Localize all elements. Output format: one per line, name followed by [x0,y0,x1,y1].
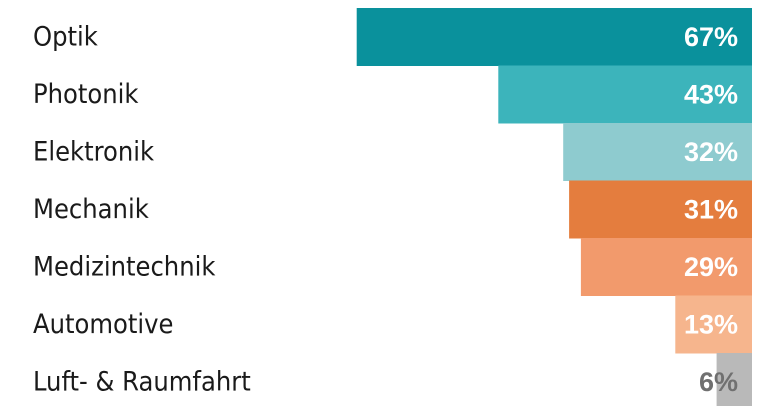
bar [675,295,752,354]
bar-row-mechanik: Mechanik 31% [33,180,752,239]
bar [569,180,752,239]
value-label: 43% [684,79,738,109]
category-label: Luft- & Raumfahrt [33,366,251,397]
category-label: Medizintechnik [33,251,215,282]
value-label: 13% [684,309,738,339]
category-label: Photonik [33,79,139,110]
bar [356,8,752,66]
category-label: Automotive [33,309,174,340]
bar-row-optik: Optik 67% [33,8,752,66]
bar [498,65,752,124]
category-label: Mechanik [33,194,149,225]
value-label: 29% [684,252,738,282]
value-label: 31% [684,194,738,224]
value-label: 67% [684,22,738,52]
value-label: 6% [699,367,738,397]
bar-row-photonik: Photonik 43% [33,65,752,124]
bar-row-medizintechnik: Medizintechnik 29% [33,238,752,296]
category-label: Optik [33,21,98,52]
bar-row-elektronik: Elektronik 32% [33,123,752,181]
value-label: 32% [684,137,738,167]
bar [716,353,752,406]
bar [563,123,752,181]
category-label: Elektronik [33,136,154,167]
bar-row-luft-raumfahrt: Luft- & Raumfahrt 6% [33,353,752,406]
bar-row-automotive: Automotive 13% [33,295,752,354]
bar [580,238,752,296]
